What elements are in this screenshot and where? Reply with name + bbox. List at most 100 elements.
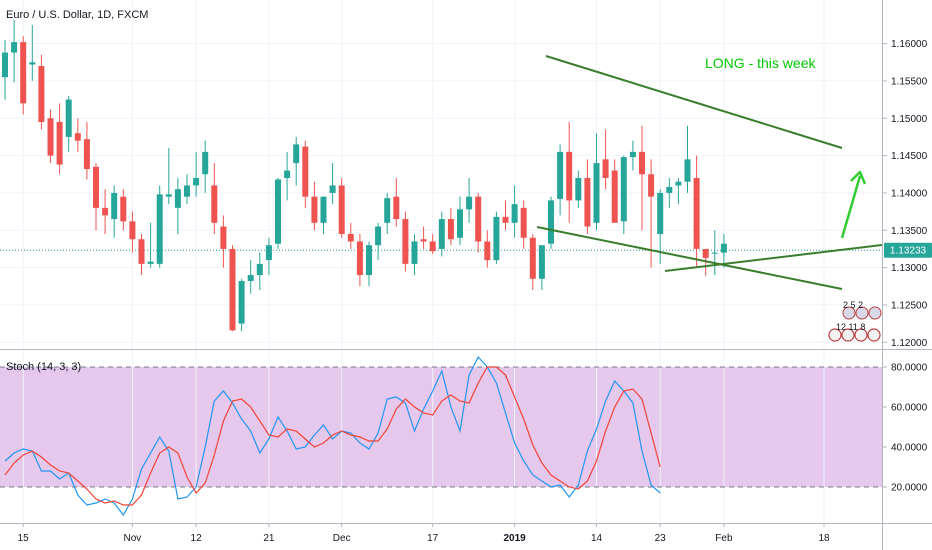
candle[interactable] bbox=[493, 211, 500, 264]
candle[interactable] bbox=[411, 234, 418, 276]
candle[interactable] bbox=[156, 185, 163, 268]
candle-body bbox=[475, 196, 482, 242]
candle[interactable] bbox=[111, 185, 118, 238]
candle[interactable] bbox=[311, 181, 318, 231]
candle[interactable] bbox=[347, 222, 354, 249]
price-axis[interactable]: 1.12000 1.12500 1.13000 1.13500 1.14000 1.145… bbox=[882, 39, 928, 349]
candle[interactable] bbox=[238, 278, 245, 332]
candle[interactable] bbox=[584, 159, 591, 234]
candle[interactable] bbox=[74, 118, 81, 152]
candle[interactable] bbox=[83, 122, 90, 180]
candle[interactable] bbox=[47, 109, 54, 164]
candle[interactable] bbox=[393, 178, 400, 227]
candle[interactable] bbox=[538, 245, 545, 290]
candle[interactable] bbox=[211, 163, 218, 234]
candle[interactable] bbox=[174, 178, 181, 234]
candles bbox=[2, 19, 727, 332]
candle[interactable] bbox=[366, 241, 372, 287]
candle[interactable] bbox=[520, 200, 527, 249]
candle[interactable] bbox=[384, 192, 391, 234]
candle-body bbox=[666, 186, 673, 193]
candle[interactable] bbox=[356, 234, 363, 287]
candle-body bbox=[402, 219, 409, 264]
candle[interactable] bbox=[557, 144, 564, 216]
candle[interactable] bbox=[165, 148, 172, 205]
candle[interactable] bbox=[284, 151, 291, 201]
stoch-legend[interactable]: Stoch (14, 3, 3) bbox=[6, 361, 81, 373]
candle[interactable] bbox=[502, 200, 509, 231]
candle[interactable] bbox=[529, 234, 536, 290]
candle[interactable] bbox=[102, 189, 109, 234]
price-tick-label: 1.13500 bbox=[891, 226, 928, 237]
candle[interactable] bbox=[265, 237, 272, 276]
candle-body bbox=[511, 204, 518, 223]
candle[interactable] bbox=[593, 133, 600, 231]
candle-body bbox=[711, 252, 718, 254]
candle[interactable] bbox=[2, 39, 8, 100]
candle[interactable] bbox=[466, 178, 473, 223]
candle[interactable] bbox=[629, 140, 636, 171]
candle[interactable] bbox=[193, 151, 200, 197]
candle-body bbox=[720, 243, 727, 253]
candle[interactable] bbox=[566, 122, 573, 223]
candle[interactable] bbox=[420, 226, 427, 249]
candle[interactable] bbox=[320, 196, 327, 234]
time-axis[interactable]: 15 Nov 12 21 Dec 17 2019 14 23 Feb 18 bbox=[18, 523, 830, 544]
candle[interactable] bbox=[429, 234, 436, 255]
candle[interactable] bbox=[38, 54, 45, 130]
candle[interactable] bbox=[693, 155, 700, 268]
candle[interactable] bbox=[720, 234, 727, 268]
candle[interactable] bbox=[229, 245, 236, 332]
candle[interactable] bbox=[666, 178, 673, 208]
candle[interactable] bbox=[620, 155, 627, 234]
candle[interactable] bbox=[202, 140, 209, 193]
candle[interactable] bbox=[702, 248, 709, 276]
candle[interactable] bbox=[256, 252, 263, 290]
upper-channel-trendline[interactable] bbox=[545, 55, 843, 149]
candle[interactable] bbox=[675, 178, 682, 205]
candle[interactable] bbox=[147, 222, 154, 268]
candle[interactable] bbox=[457, 196, 463, 246]
candle[interactable] bbox=[475, 192, 482, 253]
candle[interactable] bbox=[302, 140, 309, 208]
support-trendline[interactable] bbox=[664, 244, 883, 272]
candle[interactable] bbox=[711, 230, 718, 276]
candle[interactable] bbox=[20, 36, 27, 115]
candle-body bbox=[375, 226, 382, 246]
candle[interactable] bbox=[338, 178, 345, 238]
candle[interactable] bbox=[247, 260, 254, 294]
candle[interactable] bbox=[275, 178, 281, 249]
candle[interactable] bbox=[329, 163, 336, 205]
lower-channel-trendline[interactable] bbox=[536, 226, 843, 290]
candle[interactable] bbox=[402, 211, 409, 272]
candle[interactable] bbox=[120, 189, 127, 231]
candle[interactable] bbox=[484, 230, 491, 268]
candle[interactable] bbox=[375, 222, 382, 261]
candle[interactable] bbox=[56, 103, 63, 175]
candle[interactable] bbox=[65, 95, 72, 152]
symbol-title[interactable]: Euro / U.S. Dollar, 1D, FXCM bbox=[6, 9, 148, 21]
candle[interactable] bbox=[220, 215, 227, 268]
candle[interactable] bbox=[511, 185, 518, 238]
candle[interactable] bbox=[129, 211, 136, 253]
candle[interactable] bbox=[138, 234, 145, 276]
candle[interactable] bbox=[684, 125, 691, 193]
candle[interactable] bbox=[611, 159, 618, 223]
candle-body bbox=[393, 196, 400, 220]
long-annotation[interactable]: LONG - this week bbox=[705, 55, 816, 71]
candle[interactable] bbox=[93, 163, 99, 231]
candle[interactable] bbox=[447, 207, 454, 246]
candle[interactable] bbox=[639, 125, 645, 231]
candle[interactable] bbox=[548, 196, 554, 249]
candle[interactable] bbox=[438, 211, 445, 257]
candle[interactable] bbox=[293, 136, 300, 186]
candle[interactable] bbox=[11, 19, 18, 83]
long-arrow[interactable] bbox=[840, 170, 867, 239]
upcoming-events-markers[interactable]: 2 5 2 12 11 8 bbox=[828, 300, 882, 342]
candle[interactable] bbox=[184, 174, 190, 205]
candle-body bbox=[129, 221, 136, 240]
candle[interactable] bbox=[29, 24, 36, 81]
stoch-axis[interactable]: 20.0000 40.0000 60.0000 80.0000 bbox=[882, 363, 928, 494]
candle[interactable] bbox=[575, 170, 582, 208]
candle[interactable] bbox=[602, 129, 609, 190]
